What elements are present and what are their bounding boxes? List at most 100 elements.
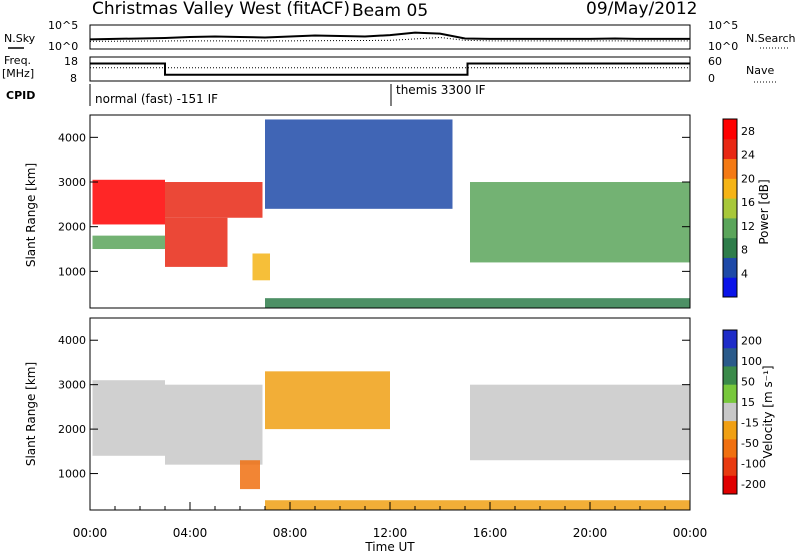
xaxis-tick-label-6: 00:00 [673,526,708,540]
noise-search-label: N.Search [746,32,796,45]
power-cbar-swatch-1 [723,257,737,278]
cpid-panel: CPID normal (fast) -151 IF themis 3300 I… [6,83,486,106]
freq-label: Freq. [4,54,31,67]
xaxis-tick-label-3: 12:00 [373,526,408,540]
power-cbar-swatch-2 [723,237,737,258]
power-yticks-label-2: 2000 [58,221,86,234]
freq-left-tick-top: 18 [64,55,78,68]
xaxis-tick-label-0: 00:00 [73,526,108,540]
noise-right-tick-top: 10^5 [708,19,738,32]
xaxis-tick-label-4: 16:00 [473,526,508,540]
vel-cbar-swatch-2 [723,366,737,386]
vel-cbar-swatch-5 [723,421,737,440]
vel-cbar-swatch-7 [723,457,737,477]
power-data-region-1 [92,235,165,250]
vel-cbar-swatch-0 [723,330,737,349]
power-cbar-tick-4: 12 [741,220,755,233]
power-yticks-label-3: 1000 [58,265,86,278]
power-cbar-tick-0: 28 [741,125,755,138]
noise-right-tick-bottom: 10^0 [708,40,738,53]
power-data-region-7 [265,298,690,308]
power-data-region-6 [470,182,690,263]
power-panel: 4000 3000 2000 1000 Slant Range [km] [24,114,691,309]
vel-data-region-2 [240,460,260,490]
power-cbar-tick-5: 8 [741,244,748,257]
vel-yticks-label-2: 2000 [58,423,86,436]
noise-left-tick-bottom: 10^0 [48,40,78,53]
cpid-label: CPID [6,89,35,102]
freq-right-tick-top: 60 [708,55,722,68]
power-ylabel: Slant Range [km] [24,163,38,267]
vel-cbar-tick-7: -200 [741,478,766,491]
power-cbar-tick-1: 24 [741,149,755,162]
station-title: Christmas Valley West (fitACF) [92,0,350,19]
xaxis-tick-label-5: 20:00 [573,526,608,540]
noise-panel: N.Sky 10^5 10^0 10^5 10^0 N.Search [4,19,796,53]
power-data-region-0 [92,179,165,225]
power-cbar-swatch-3 [723,217,737,239]
power-cbar-swatch-8 [723,119,737,140]
vel-cbar-tick-3: 15 [741,396,755,409]
noise-sky-series [89,31,690,41]
velocity-data-layer [92,371,690,510]
vel-yticks-label-0: 4000 [58,334,86,347]
vel-cbar-swatch-3 [723,384,737,404]
velocity-colorbar: 200 100 50 15 -15 -50 -100 -200 Velocity [m s⁻¹… [722,329,775,495]
vel-cbar-tick-6: -100 [741,457,766,470]
power-cbar-tick-6: 4 [741,267,748,280]
power-data-region-3 [165,182,263,218]
freq-unit-label: [MHz] [2,67,34,80]
vel-cbar-swatch-1 [723,348,737,367]
velocity-yaxis: 4000 3000 2000 1000 [58,334,690,481]
vel-data-region-4 [470,384,690,461]
vel-data-region-1 [165,384,263,465]
power-cbar-tick-2: 20 [741,172,755,185]
power-yaxis: 4000 3000 2000 1000 [58,131,690,278]
vel-data-region-0 [92,380,165,456]
power-cbar-swatch-5 [723,178,737,199]
vel-cbar-tick-4: -15 [741,416,759,429]
cpid-mode-themis: themis 3300 IF [396,83,486,97]
time-axis: 00:00 04:00 08:00 12:00 16:00 20:00 00:00 [73,502,708,540]
power-cbar-tick-3: 16 [741,196,755,209]
xaxis-tick-label-1: 04:00 [173,526,208,540]
vel-cbar-tick-1: 100 [741,355,762,368]
power-cbar-swatch-6 [723,158,737,179]
freq-right-tick-bottom: 0 [708,72,715,85]
freq-left-tick-bottom: 8 [70,72,77,85]
vel-cbar-tick-0: 200 [741,334,762,347]
vel-cbar-tick-2: 50 [741,375,755,388]
beam-label: Beam 05 [352,1,428,21]
nave-label: Nave [746,64,774,77]
velocity-panel: 4000 3000 2000 1000 Slant Range [km] [24,317,691,511]
power-data-layer [92,119,690,308]
vel-cbar-tick-5: -50 [741,437,759,450]
velocity-colorbar-label: Velocity [m s⁻¹] [761,365,775,458]
noise-left-tick-top: 10^5 [48,19,78,32]
power-cbar-swatch-4 [723,198,737,219]
power-yticks-label-1: 3000 [58,176,86,189]
vel-data-region-5 [265,500,690,510]
xaxis-label: Time UT [364,540,415,554]
velocity-ylabel: Slant Range [km] [24,362,38,466]
vel-yticks-label-3: 1000 [58,468,86,481]
vel-cbar-swatch-4 [723,402,737,422]
vel-cbar-swatch-8 [723,475,737,495]
power-data-region-2 [165,217,228,267]
vel-cbar-swatch-6 [723,439,737,459]
power-data-region-5 [265,119,453,209]
vel-yticks-label-1: 3000 [58,379,86,392]
freq-panel: Freq. [MHz] 18 8 60 0 Nave [2,54,776,85]
power-cbar-swatch-0 [723,277,737,298]
power-cbar-swatch-7 [723,138,737,160]
vel-data-region-3 [265,371,390,430]
xaxis-tick-label-2: 08:00 [273,526,308,540]
date-label: 09/May/2012 [586,0,698,19]
noise-sky-label: N.Sky [4,32,36,45]
cpid-mode-normal: normal (fast) -151 IF [95,92,218,106]
power-colorbar-label: Power [dB] [757,179,771,244]
freq-series [90,62,690,76]
power-data-region-4 [252,253,270,281]
power-yticks-label-0: 4000 [58,131,86,144]
